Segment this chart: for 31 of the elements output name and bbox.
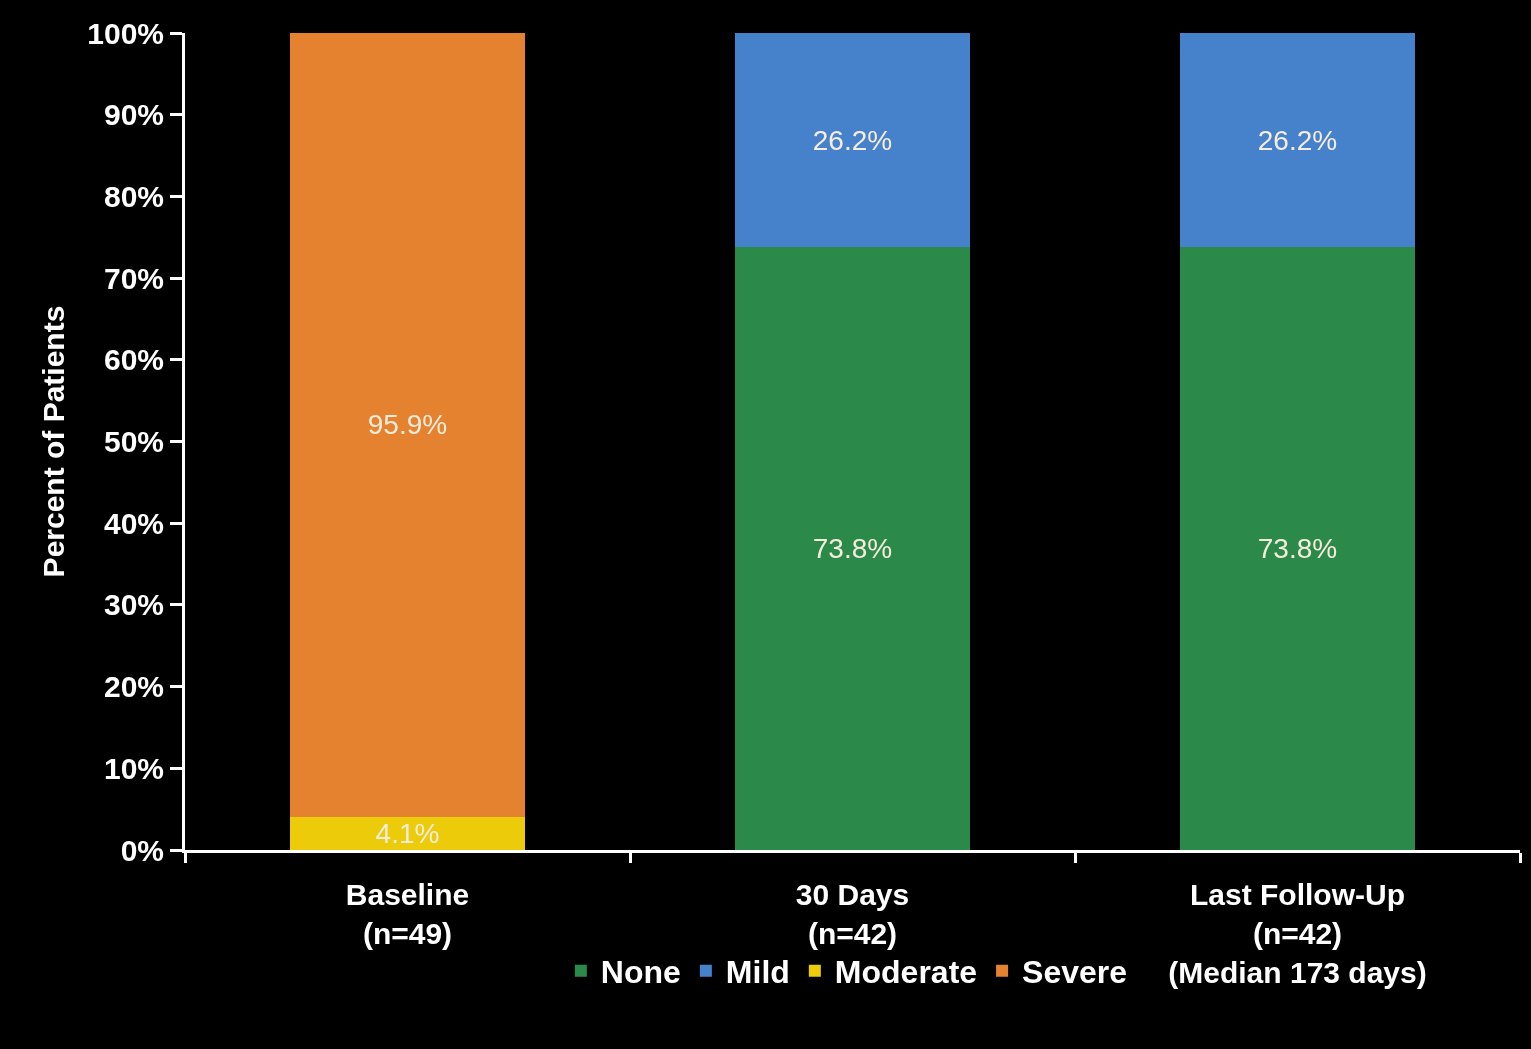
bar xyxy=(289,33,526,817)
legend-label: None xyxy=(600,954,681,991)
x-tick-label: Last Follow-Up (n=42) (Median 173 days) xyxy=(1168,878,1427,989)
y-axis-title: Percent of Patients xyxy=(37,305,71,578)
bar xyxy=(734,33,971,248)
bar xyxy=(734,247,971,850)
data-label: 26.2% xyxy=(1257,124,1338,156)
bar xyxy=(1179,33,1416,248)
y-tick-label: 0% xyxy=(120,833,164,867)
bar xyxy=(1179,247,1416,850)
y-tick-label: 90% xyxy=(103,98,164,132)
bar xyxy=(289,816,526,850)
data-label: 73.8% xyxy=(1257,533,1338,565)
y-tick-label: 60% xyxy=(103,343,164,377)
y-tick-label: 40% xyxy=(103,506,164,540)
data-label: 73.8% xyxy=(812,533,893,565)
y-tick-label: 50% xyxy=(103,425,164,458)
y-tick-label: 80% xyxy=(103,179,164,213)
data-label: 26.2% xyxy=(812,124,893,156)
y-tick-label: 10% xyxy=(103,751,164,785)
data-label: 95.9% xyxy=(367,409,448,441)
y-tick-label: 30% xyxy=(103,588,164,622)
legend-label: Severe xyxy=(1022,954,1128,991)
legend-label: Mild xyxy=(725,954,790,991)
y-tick-label: 70% xyxy=(103,261,164,295)
y-tick-label: 100% xyxy=(87,16,164,50)
x-tick-label: Baseline (n=49) xyxy=(345,878,470,950)
y-tick-label: 20% xyxy=(103,670,164,704)
legend-label: Moderate xyxy=(834,954,978,991)
data-label: 4.1% xyxy=(375,817,440,849)
x-tick-label: 30 Days (n=42) xyxy=(795,878,910,950)
